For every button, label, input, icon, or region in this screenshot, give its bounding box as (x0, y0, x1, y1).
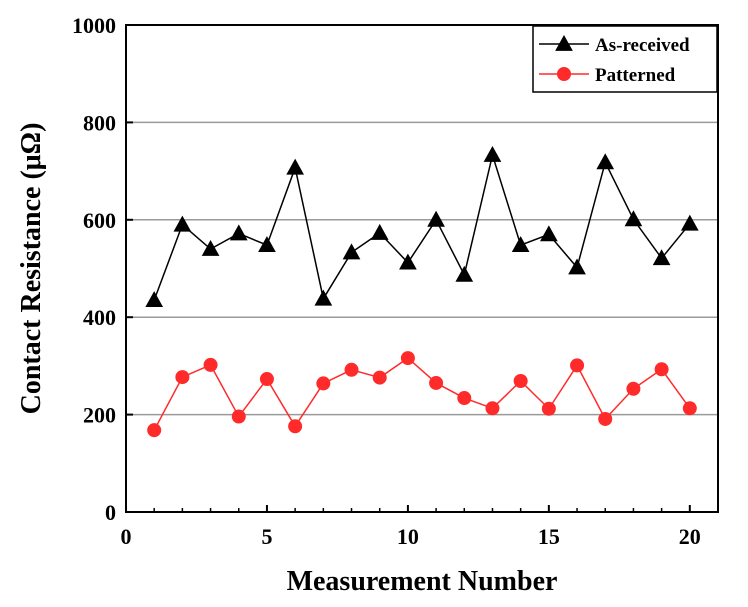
data-point (370, 223, 389, 240)
series-1 (145, 145, 699, 308)
data-point (570, 358, 585, 373)
axis-ticks: 0 200 400 600 800 1000 0 5 10 15 20 (72, 13, 701, 549)
data-point (429, 375, 444, 390)
data-point (540, 225, 558, 242)
data-point (400, 351, 415, 366)
data-point (427, 210, 445, 227)
legend-entry: Patterned (539, 65, 676, 86)
x-axis-title: Measurement Number (287, 566, 558, 597)
chart-series (145, 145, 699, 438)
data-point (596, 153, 615, 170)
data-point (147, 423, 162, 438)
data-point (513, 373, 528, 388)
legend-marker (557, 67, 571, 81)
data-point (314, 289, 333, 306)
data-point (626, 381, 641, 396)
legend-entry: As-received (539, 34, 690, 56)
x-tick-label: 15 (538, 524, 560, 549)
data-point (231, 409, 246, 424)
y-tick-label: 1000 (72, 13, 116, 38)
data-point (229, 224, 248, 241)
data-point (541, 401, 556, 416)
data-point (682, 401, 697, 416)
data-point (457, 391, 472, 406)
y-tick-label: 0 (105, 500, 116, 525)
legend-label: As-received (595, 35, 690, 56)
y-tick-label: 600 (83, 208, 116, 233)
legend: As-received Patterned (532, 25, 718, 93)
y-tick-label: 800 (83, 110, 116, 135)
data-point (344, 362, 359, 377)
data-point (288, 419, 303, 434)
data-point (652, 249, 671, 266)
data-point (203, 357, 218, 372)
series-2 (147, 351, 697, 438)
horizontal-gridlines (126, 121, 718, 416)
data-point (342, 243, 361, 260)
x-tick-label: 5 (261, 524, 272, 549)
x-tick-label: 10 (397, 524, 419, 549)
x-tick-label: 0 (121, 524, 132, 549)
data-point (598, 411, 613, 426)
y-tick-label: 200 (83, 403, 116, 428)
data-point (455, 265, 474, 282)
data-point (258, 236, 276, 253)
legend-label: Patterned (595, 65, 676, 86)
series-line (153, 357, 691, 431)
y-tick-label: 400 (83, 305, 116, 330)
data-point (568, 258, 586, 275)
data-point (399, 253, 417, 270)
data-point (259, 372, 274, 387)
legend-marker (555, 34, 573, 51)
data-point (483, 145, 502, 162)
data-point (624, 210, 643, 227)
data-point (485, 401, 500, 416)
data-point (372, 370, 387, 385)
data-point (680, 214, 699, 231)
data-point (145, 291, 164, 308)
y-axis-title: Contact Resistance (μΩ) (16, 123, 47, 415)
data-point (173, 215, 192, 232)
data-point (511, 236, 530, 253)
plot-frame (125, 24, 719, 513)
data-point (201, 239, 220, 256)
series-line (153, 152, 691, 301)
data-point (654, 362, 669, 377)
x-tick-label: 20 (679, 524, 701, 549)
data-point (316, 376, 331, 391)
data-point (286, 158, 304, 175)
data-point (175, 370, 190, 385)
